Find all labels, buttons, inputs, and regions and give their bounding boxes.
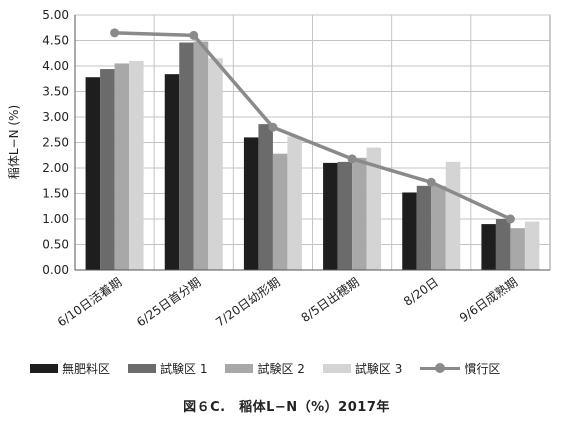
line-point — [505, 214, 515, 224]
bar-series-3 — [352, 157, 367, 270]
y-tick-label: 4.00 — [42, 59, 69, 73]
line-point — [268, 122, 278, 132]
y-tick-label: 4.50 — [42, 34, 69, 48]
legend-line-marker — [420, 362, 461, 374]
legend-item-series-3: 試験区 2 — [225, 360, 305, 377]
series-line — [114, 31, 512, 221]
bar-series-1 — [85, 77, 101, 270]
bar-series-2 — [258, 124, 273, 270]
bar-series-4 — [129, 60, 144, 271]
line-point — [426, 177, 436, 187]
y-tick-label: 5.00 — [42, 8, 69, 22]
legend-label: 試験区 2 — [257, 361, 305, 376]
bar-series-4 — [287, 136, 302, 270]
legend-item-series-1: 無肥料区 — [30, 360, 110, 377]
bar-series-4 — [524, 221, 540, 270]
x-tick-label: 6/25日首分期 — [134, 275, 203, 329]
y-tick-label: 2.00 — [42, 161, 69, 175]
y-axis-label: 稲体L−N (%) — [7, 105, 21, 179]
bar-series-4 — [445, 161, 461, 270]
legend-label: 試験区 3 — [354, 361, 403, 376]
legend-item-series-5: 慣行区 — [420, 360, 500, 377]
x-tick-label: 6/10日活着期 — [54, 274, 124, 329]
bar-series-4 — [208, 58, 223, 270]
bar-series-3 — [114, 63, 130, 271]
y-tick-label: 2.50 — [42, 136, 69, 150]
bar-series-1 — [402, 192, 417, 270]
legend-item-series-2: 試験区 1 — [128, 360, 207, 377]
bar-series-4 — [366, 147, 382, 270]
bar-series-1 — [164, 74, 180, 270]
line-point — [189, 30, 199, 40]
y-tick-label: 0.50 — [42, 238, 69, 252]
bar-series-3 — [431, 185, 446, 270]
line-point — [347, 154, 357, 164]
bar-series-1 — [243, 137, 259, 270]
x-tick-label: 7/20日幼形期 — [213, 275, 282, 329]
legend-swatch — [128, 363, 157, 373]
y-tick-label: 3.50 — [42, 85, 69, 99]
legend-label: 試験区 1 — [160, 361, 208, 376]
legend-label: 無肥料区 — [62, 361, 111, 376]
legend: 無肥料区 試験区 1 試験区 2 試験区 3 慣行区 — [30, 358, 570, 378]
chart-title: 図６C. 稲体L−N（%）2017年 — [183, 400, 390, 415]
x-tick-label: 8/5日出穂期 — [299, 275, 362, 325]
bar-series-3 — [272, 153, 288, 270]
legend-swatch — [225, 363, 254, 373]
bar-series-3 — [193, 41, 209, 270]
legend-item-series-4: 試験区 3 — [322, 360, 403, 377]
x-tick-label: 9/6日成熟期 — [456, 274, 520, 325]
y-tick-label: 3.00 — [42, 110, 69, 124]
bar-series-2 — [100, 69, 115, 270]
bar-series-1 — [323, 162, 338, 270]
line-point — [110, 28, 120, 38]
bar-series-2 — [337, 161, 353, 270]
chart: 0.00 0.50 1.00 1.50 2.00 2.50 3.00 3.50 4.00 4.50… — [7, 8, 551, 329]
x-tick-label: 8/20日 — [401, 275, 441, 309]
legend-swatch — [322, 363, 351, 373]
bar-series-2 — [416, 185, 432, 270]
y-tick-label: 0.00 — [42, 263, 69, 277]
bar-series-2 — [179, 42, 194, 270]
y-tick-label: 1.50 — [42, 187, 69, 201]
bar-series-1 — [481, 224, 496, 270]
legend-swatch — [30, 363, 58, 373]
bar-series-2 — [495, 219, 511, 270]
bar-series-3 — [510, 228, 525, 270]
legend-label: 慣行区 — [464, 361, 501, 376]
y-tick-label: 1.00 — [42, 212, 69, 226]
